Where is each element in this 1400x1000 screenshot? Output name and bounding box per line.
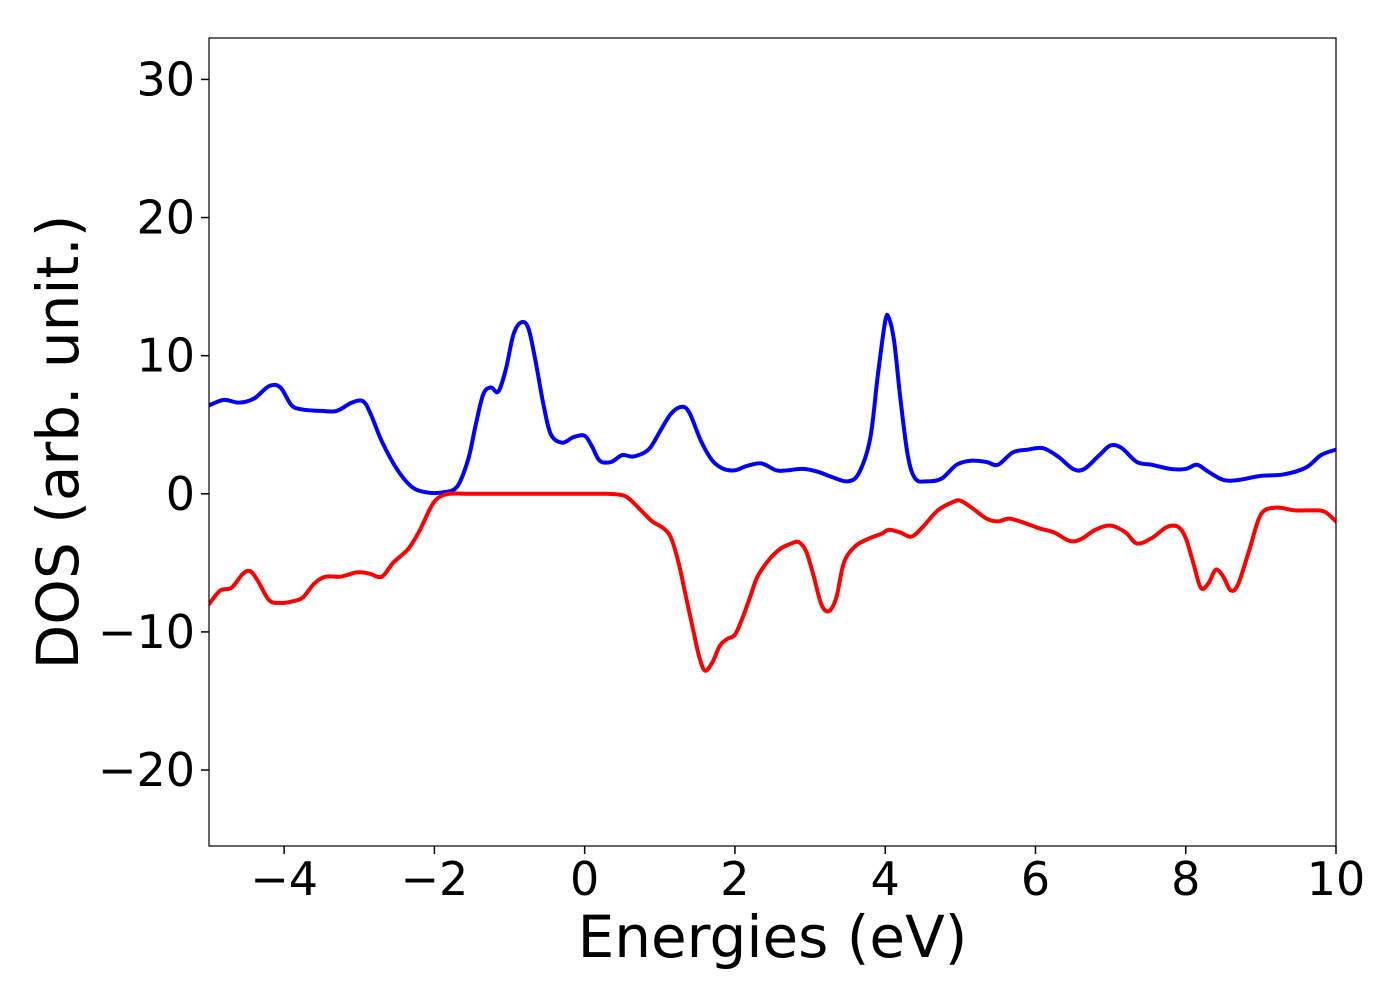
y-tick-label: 30 bbox=[136, 52, 195, 106]
y-tick-label: 10 bbox=[136, 329, 195, 383]
x-tick-label: 10 bbox=[1307, 852, 1366, 906]
y-axis: −20 −10 0 10 20 30 bbox=[98, 52, 209, 797]
x-tick-label: −4 bbox=[250, 852, 318, 906]
x-tick-label: 6 bbox=[1021, 852, 1050, 906]
x-tick-label: 8 bbox=[1171, 852, 1200, 906]
y-tick-label: −20 bbox=[98, 743, 195, 797]
series-layer bbox=[209, 312, 1336, 673]
y-axis-label: DOS (arb. unit.) bbox=[24, 215, 92, 670]
series-line-2 bbox=[209, 491, 1336, 673]
x-tick-label: 4 bbox=[871, 852, 900, 906]
x-tick-label: −2 bbox=[400, 852, 468, 906]
series-line-1 bbox=[209, 312, 1336, 496]
x-tick-label: 2 bbox=[720, 852, 749, 906]
plot-frame bbox=[208, 37, 1337, 847]
x-tick-label: 0 bbox=[570, 852, 599, 906]
x-axis-label: Energies (eV) bbox=[578, 903, 968, 971]
x-axis: −4 −2 0 2 4 6 8 10 bbox=[250, 846, 1365, 906]
y-tick-label: −10 bbox=[98, 605, 195, 659]
y-tick-label: 0 bbox=[166, 467, 195, 521]
y-tick-label: 20 bbox=[136, 191, 195, 245]
